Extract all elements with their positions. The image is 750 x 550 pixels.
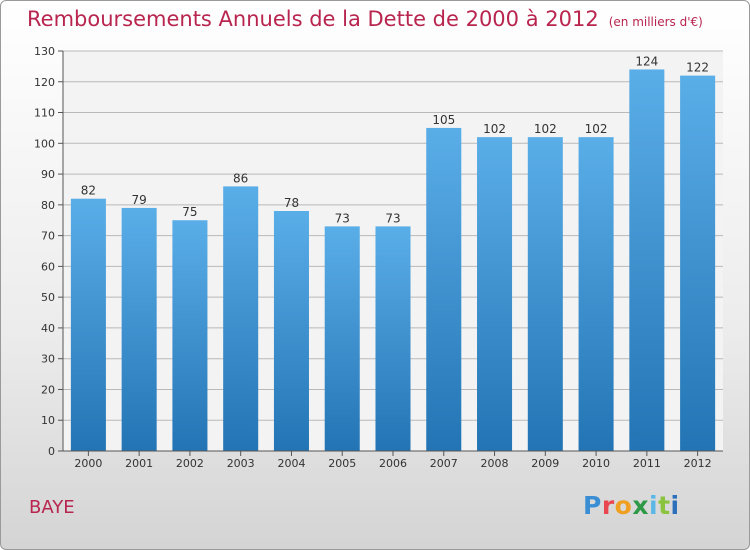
y-tick-label: 110 <box>34 107 55 120</box>
bar <box>578 137 614 451</box>
x-tick-label: 2008 <box>481 457 509 470</box>
y-tick-label: 100 <box>34 137 55 150</box>
bar-value-label: 86 <box>233 171 248 185</box>
y-tick-label: 120 <box>34 76 55 89</box>
y-tick-label: 130 <box>34 45 55 58</box>
bar-value-label: 82 <box>81 184 96 198</box>
bar-value-label: 102 <box>483 122 506 136</box>
x-tick-label: 2005 <box>328 457 356 470</box>
x-tick-label: 2010 <box>582 457 610 470</box>
bar-value-label: 124 <box>635 54 658 68</box>
x-tick-label: 2000 <box>74 457 102 470</box>
bar-value-label: 102 <box>534 122 557 136</box>
y-tick-label: 90 <box>41 168 55 181</box>
chart-title-text: Remboursements Annuels de la Dette de 20… <box>27 7 599 31</box>
bar <box>273 211 309 451</box>
proxiti-logo: Proxiti <box>583 491 680 520</box>
bar <box>324 226 360 451</box>
y-tick-label: 10 <box>41 414 55 427</box>
x-tick-label: 2009 <box>531 457 559 470</box>
y-tick-label: 20 <box>41 383 55 396</box>
axes: 0 10 20 30 40 50 60 70 80 90 100 110 120 130 2000 2001 2… <box>34 45 723 470</box>
bar-value-label: 73 <box>335 211 350 225</box>
bar <box>477 137 513 451</box>
x-tick-label: 2004 <box>277 457 305 470</box>
x-tick-label: 2012 <box>684 457 712 470</box>
bar-value-label: 79 <box>132 193 147 207</box>
x-tick-label: 2002 <box>176 457 204 470</box>
bar <box>172 220 208 451</box>
bar-value-label: 75 <box>182 205 197 219</box>
y-tick-label: 60 <box>41 260 55 273</box>
bar <box>527 137 563 451</box>
bars: 82 79 75 86 78 73 73 105 102 102 102 124 122 <box>70 54 716 451</box>
commune-name: BAYE <box>29 497 75 518</box>
y-tick-label: 40 <box>41 322 55 335</box>
bar <box>426 127 462 451</box>
bar-value-label: 105 <box>432 113 455 127</box>
bar <box>223 186 259 451</box>
bar-value-label: 122 <box>686 61 709 75</box>
y-tick-label: 70 <box>41 230 55 243</box>
bar <box>121 207 157 451</box>
bar <box>70 198 106 451</box>
x-tick-label: 2001 <box>125 457 153 470</box>
y-tick-label: 30 <box>41 353 55 366</box>
bar <box>680 75 716 451</box>
x-tick-label: 2007 <box>430 457 458 470</box>
bar <box>629 69 665 451</box>
bar-value-label: 102 <box>585 122 608 136</box>
chart-title: Remboursements Annuels de la Dette de 20… <box>27 7 703 31</box>
y-tick-label: 80 <box>41 199 55 212</box>
chart-unit: (en milliers d'€) <box>608 15 703 29</box>
x-tick-label: 2011 <box>633 457 661 470</box>
bar <box>375 226 411 451</box>
y-tick-label: 50 <box>41 291 55 304</box>
x-tick-label: 2003 <box>227 457 255 470</box>
bar-value-label: 78 <box>284 196 299 210</box>
y-tick-label: 0 <box>48 445 55 458</box>
x-tick-label: 2006 <box>379 457 407 470</box>
bar-value-label: 73 <box>385 211 400 225</box>
